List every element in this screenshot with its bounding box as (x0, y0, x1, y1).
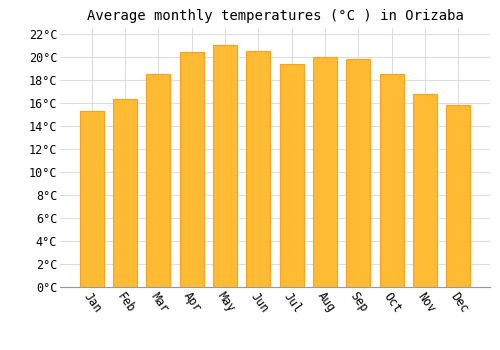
Bar (146, 74, 171, 287)
Bar (380, 74, 404, 287)
Bar (346, 59, 370, 287)
Bar (246, 51, 270, 287)
Bar (213, 45, 237, 287)
Bar (113, 99, 137, 287)
Bar (413, 93, 437, 287)
Bar (180, 52, 204, 287)
Bar (80, 111, 104, 287)
Bar (446, 105, 470, 287)
Bar (280, 64, 303, 287)
Bar (313, 57, 337, 287)
Title: Average monthly temperatures (°C ) in Orizaba: Average monthly temperatures (°C ) in Or… (86, 9, 464, 23)
